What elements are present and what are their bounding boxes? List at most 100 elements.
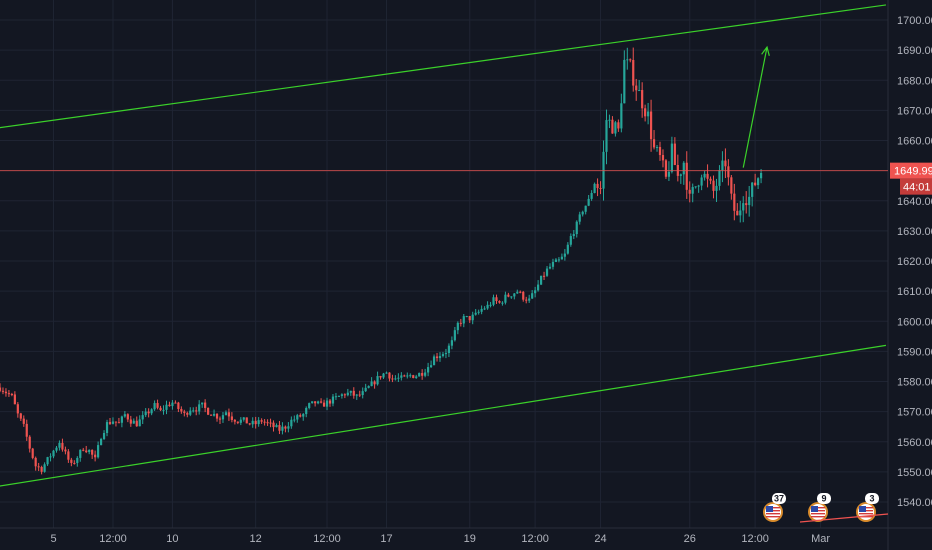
- candle-body: [111, 421, 115, 424]
- candle-body: [682, 162, 685, 175]
- candle-layer: [0, 47, 763, 475]
- candle-body: [635, 85, 638, 91]
- y-tick-label: 1570.00: [897, 407, 932, 419]
- candle-body: [7, 393, 11, 395]
- candle-body: [129, 419, 132, 424]
- flag-stripe: [766, 516, 780, 518]
- candle-body: [483, 308, 486, 310]
- candle-body: [189, 410, 192, 415]
- candle-body: [596, 183, 599, 189]
- candle-body: [204, 402, 207, 408]
- y-tick-label: 1630.00: [897, 226, 932, 238]
- y-tick-label: 1600.00: [897, 316, 932, 328]
- x-axis[interactable]: 5 12:00 10 12 12:00 17 19 12:00 24 26 12:00 Mar: [50, 533, 830, 545]
- y-tick-label: 1550.00: [897, 467, 932, 479]
- candle-body: [215, 413, 219, 419]
- candle-body: [715, 185, 718, 191]
- candle-body: [201, 402, 204, 405]
- candle-body: [370, 381, 373, 387]
- candle-body: [611, 119, 614, 134]
- candle-body: [334, 396, 338, 398]
- us-flag-icon[interactable]: 9: [808, 493, 831, 522]
- candle-body: [560, 256, 563, 260]
- candle-body: [144, 411, 147, 416]
- candle-body: [638, 90, 641, 92]
- candle-body: [67, 451, 70, 460]
- candle-body: [135, 420, 138, 427]
- candle-body: [349, 390, 352, 393]
- candle-body: [224, 412, 228, 416]
- candle-body: [516, 291, 519, 294]
- candle-body: [412, 375, 415, 378]
- candle-body: [757, 178, 760, 186]
- candle-body: [531, 293, 534, 299]
- projection-arrow-shaft[interactable]: [742, 46, 768, 168]
- candle-body: [528, 298, 531, 301]
- candle-body: [563, 253, 566, 257]
- candle-body: [572, 234, 575, 237]
- candle-body: [465, 316, 468, 318]
- candle-body: [587, 198, 590, 206]
- candle-body: [207, 407, 210, 415]
- candle-body: [319, 401, 323, 403]
- y-tick-label: 1640.00: [897, 196, 932, 208]
- candle-body: [141, 415, 144, 420]
- flag-stripe: [811, 516, 825, 518]
- candle-body: [195, 410, 198, 412]
- candle-body: [554, 259, 558, 262]
- price-tag-layer: 1649.99 44:01: [890, 162, 932, 195]
- candle-body: [162, 409, 165, 411]
- candle-body: [99, 438, 103, 446]
- candle-body: [664, 160, 668, 177]
- candle-body: [257, 420, 260, 425]
- candle-body: [343, 394, 346, 396]
- candle-body: [168, 404, 171, 407]
- candle-body: [629, 59, 632, 61]
- candle-body: [462, 316, 465, 324]
- candle-body: [691, 187, 694, 194]
- candle-body: [192, 410, 195, 412]
- upper-channel-line[interactable]: [0, 4, 887, 129]
- candle-body: [209, 414, 213, 416]
- y-axis[interactable]: 1540.00 1550.00 1560.00 1570.00 1580.00 1590.…: [897, 15, 932, 509]
- us-flag-icon[interactable]: 37: [763, 493, 786, 522]
- x-tick-label: 12: [250, 533, 262, 545]
- x-tick-label: 5: [50, 533, 56, 545]
- candle-body: [685, 162, 688, 190]
- candle-body: [557, 259, 561, 261]
- candle-body: [290, 419, 293, 427]
- candle-body: [614, 122, 617, 134]
- badge-count-bg: [865, 493, 879, 504]
- candle-body: [346, 392, 349, 396]
- us-flag-icon[interactable]: 3: [856, 493, 879, 522]
- candle-body: [468, 316, 471, 321]
- candle-body: [590, 192, 593, 199]
- candle-body: [263, 421, 266, 423]
- y-tick-label: 1580.00: [897, 377, 932, 389]
- candle-body: [721, 160, 724, 171]
- candle-body: [385, 372, 388, 374]
- candle-body: [513, 293, 516, 297]
- candle-body: [230, 416, 233, 420]
- badge-annotation-line: [799, 513, 889, 523]
- lower-channel-line[interactable]: [0, 344, 887, 487]
- candle-body: [266, 422, 269, 424]
- candle-body: [379, 376, 382, 378]
- candle-body: [108, 422, 112, 424]
- candle-body: [525, 299, 528, 301]
- candle-body: [539, 275, 543, 285]
- candle-body: [376, 376, 379, 385]
- candle-body: [608, 119, 611, 121]
- y-tick-label: 1540.00: [897, 497, 932, 509]
- candle-body: [739, 210, 742, 216]
- candle-body: [70, 459, 73, 463]
- flag-stripe: [811, 513, 825, 515]
- candle-body: [55, 447, 58, 451]
- projection-arrow-head: [761, 45, 770, 56]
- candle-body: [382, 373, 385, 378]
- candle-body: [22, 418, 25, 424]
- y-tick-label: 1620.00: [897, 256, 932, 268]
- candle-body: [569, 236, 572, 245]
